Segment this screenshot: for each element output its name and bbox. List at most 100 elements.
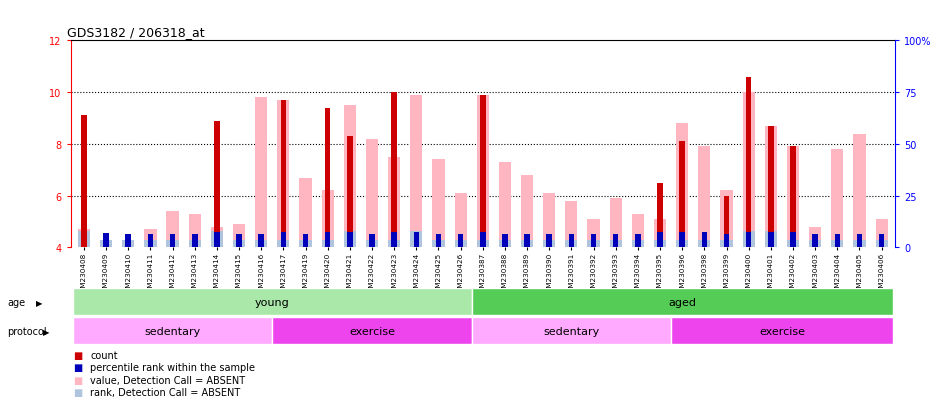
Bar (233, 225, 245, 248)
Bar (635, 235, 641, 248)
Bar (790, 232, 796, 248)
Text: ■: ■ (73, 387, 83, 397)
Text: ■: ■ (73, 363, 83, 373)
Bar (746, 232, 752, 248)
Bar (236, 235, 242, 248)
Bar (144, 230, 156, 248)
Bar (632, 214, 644, 248)
Bar (432, 240, 445, 248)
Bar (144, 240, 156, 248)
Bar (723, 196, 729, 248)
Text: count: count (90, 350, 118, 360)
Bar (790, 147, 796, 248)
Bar (569, 235, 575, 248)
Bar (258, 235, 264, 248)
Bar (432, 160, 445, 248)
Bar (211, 231, 223, 248)
Bar (73, 317, 272, 344)
Bar (477, 95, 489, 248)
Bar (277, 240, 289, 248)
Bar (658, 232, 663, 248)
Text: value, Detection Call = ABSENT: value, Detection Call = ABSENT (90, 375, 246, 385)
Bar (214, 121, 219, 248)
Bar (325, 108, 331, 248)
Bar (414, 232, 419, 248)
Bar (768, 232, 773, 248)
Bar (521, 176, 533, 248)
Bar (765, 231, 777, 248)
Bar (588, 219, 600, 248)
Text: rank, Detection Call = ABSENT: rank, Detection Call = ABSENT (90, 387, 241, 397)
Text: young: young (255, 297, 289, 307)
Bar (100, 242, 112, 248)
Bar (831, 150, 843, 248)
Bar (746, 77, 752, 248)
Bar (455, 194, 466, 248)
Bar (436, 235, 441, 248)
Text: sedentary: sedentary (544, 326, 599, 336)
Bar (321, 191, 333, 248)
Bar (787, 147, 799, 248)
Text: exercise: exercise (349, 326, 395, 336)
Bar (170, 235, 175, 248)
Bar (879, 235, 885, 248)
Text: aged: aged (668, 297, 696, 307)
Bar (391, 232, 397, 248)
Bar (472, 317, 671, 344)
Bar (768, 126, 773, 248)
Bar (787, 240, 799, 248)
Bar (81, 116, 87, 248)
Bar (321, 240, 333, 248)
Bar (300, 240, 312, 248)
Bar (78, 230, 90, 248)
Bar (613, 235, 619, 248)
Bar (480, 232, 485, 248)
Bar (100, 240, 112, 248)
Bar (344, 106, 356, 248)
Bar (347, 137, 352, 248)
Bar (148, 235, 154, 248)
Bar (369, 235, 375, 248)
Bar (211, 227, 223, 248)
Text: age: age (8, 297, 25, 307)
Bar (499, 163, 511, 248)
Bar (721, 191, 733, 248)
Bar (853, 240, 866, 248)
Bar (588, 240, 600, 248)
Text: ▶: ▶ (36, 298, 42, 307)
Bar (300, 178, 312, 248)
Bar (765, 126, 777, 248)
Bar (388, 240, 400, 248)
Bar (410, 231, 422, 248)
Text: ▶: ▶ (43, 327, 50, 336)
Bar (679, 232, 685, 248)
Bar (809, 227, 821, 248)
Text: ■: ■ (73, 375, 83, 385)
Bar (698, 147, 710, 248)
Bar (477, 240, 489, 248)
Text: exercise: exercise (759, 326, 804, 336)
Text: protocol: protocol (8, 327, 47, 337)
Bar (742, 93, 755, 248)
Bar (214, 232, 219, 248)
Text: sedentary: sedentary (144, 326, 201, 336)
Bar (502, 235, 508, 248)
Bar (410, 95, 422, 248)
Bar (122, 245, 135, 248)
Bar (676, 240, 689, 248)
Bar (472, 288, 893, 316)
Bar (104, 234, 109, 248)
Bar (591, 235, 596, 248)
Bar (676, 124, 689, 248)
Text: percentile rank within the sample: percentile rank within the sample (90, 363, 255, 373)
Bar (233, 240, 245, 248)
Bar (255, 240, 268, 248)
Bar (609, 199, 622, 248)
Bar (721, 240, 733, 248)
Bar (654, 219, 666, 248)
Bar (458, 235, 463, 248)
Bar (658, 183, 663, 248)
Bar (125, 235, 131, 248)
Bar (702, 232, 707, 248)
Bar (347, 232, 352, 248)
